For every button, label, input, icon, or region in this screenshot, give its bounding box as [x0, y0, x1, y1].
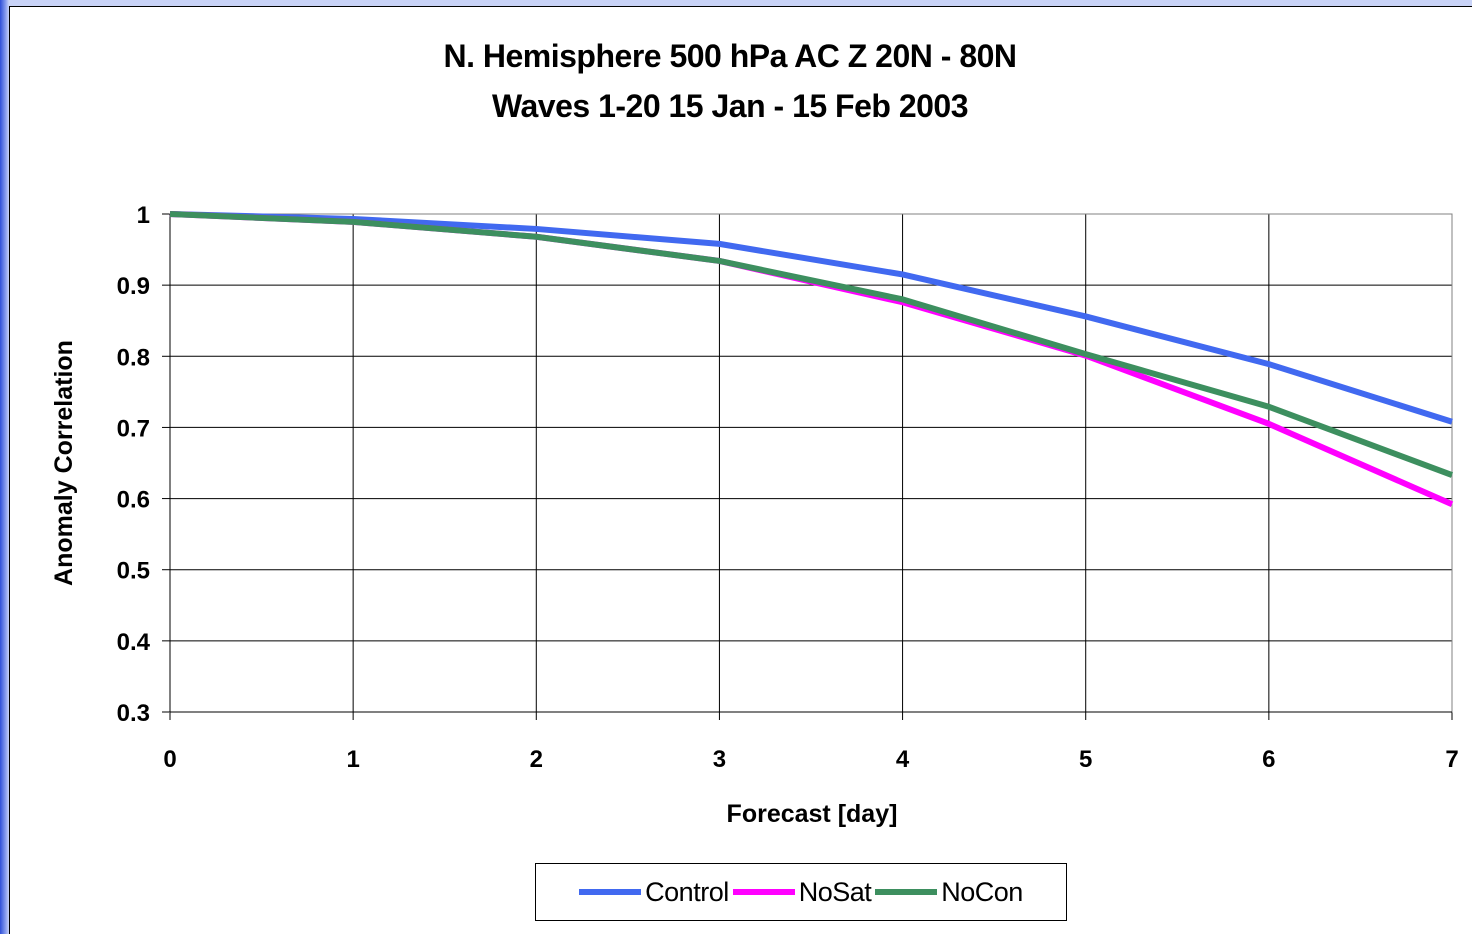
x-tick-label: 3 [713, 746, 726, 773]
x-tick-label: 4 [896, 746, 910, 773]
y-tick-label: 0.3 [117, 700, 150, 727]
x-axis-label: Forecast [day] [727, 800, 898, 828]
y-tick-label: 0.7 [117, 415, 150, 442]
legend-swatch [579, 889, 642, 895]
x-tick-label: 0 [163, 746, 176, 773]
axes [162, 213, 1453, 720]
legend-label: NoSat [798, 876, 872, 907]
legend-item-nocon: NoCon [875, 877, 1023, 908]
plot-area-border [169, 213, 1453, 713]
series-line-control [169, 211, 1453, 425]
y-tick-label: 0.8 [117, 344, 150, 371]
x-tick-label: 5 [1079, 746, 1092, 773]
series-line-nocon [169, 211, 1454, 478]
chart-frame [9, 6, 1472, 934]
chart-title: N. Hemisphere 500 hPa AC Z 20N - 80N [443, 38, 1017, 74]
legend-item-control: Control [579, 877, 729, 908]
legend: Control NoSat NoCon [535, 863, 1067, 921]
x-tick-label: 1 [346, 746, 359, 773]
legend-label: Control [645, 876, 729, 907]
legend-label: NoCon [941, 876, 1023, 907]
x-tick-label: 2 [530, 746, 543, 773]
legend-swatch [732, 889, 795, 895]
x-tick-label: 7 [1445, 746, 1458, 773]
chart-subtitle: Waves 1-20 15 Jan - 15 Feb 2003 [491, 88, 969, 124]
series-lines [169, 211, 1454, 508]
legend-swatch [875, 889, 938, 895]
y-tick-label: 0.6 [117, 487, 150, 514]
x-tick-label: 6 [1262, 746, 1275, 773]
y-axis-label: Anomaly Correlation [50, 340, 78, 586]
y-tick-label: 0.4 [117, 629, 151, 656]
y-tick-label: 1 [137, 202, 150, 229]
y-tick-label: 0.9 [117, 273, 150, 300]
y-tick-label: 0.5 [117, 558, 150, 585]
grid [170, 214, 1452, 712]
tick-labels: 0.3 0.4 0.5 0.6 0.7 0.8 0.9 1 0 1 2 3 4 5 6 7 [117, 202, 1459, 773]
legend-item-nosat: NoSat [732, 876, 872, 908]
